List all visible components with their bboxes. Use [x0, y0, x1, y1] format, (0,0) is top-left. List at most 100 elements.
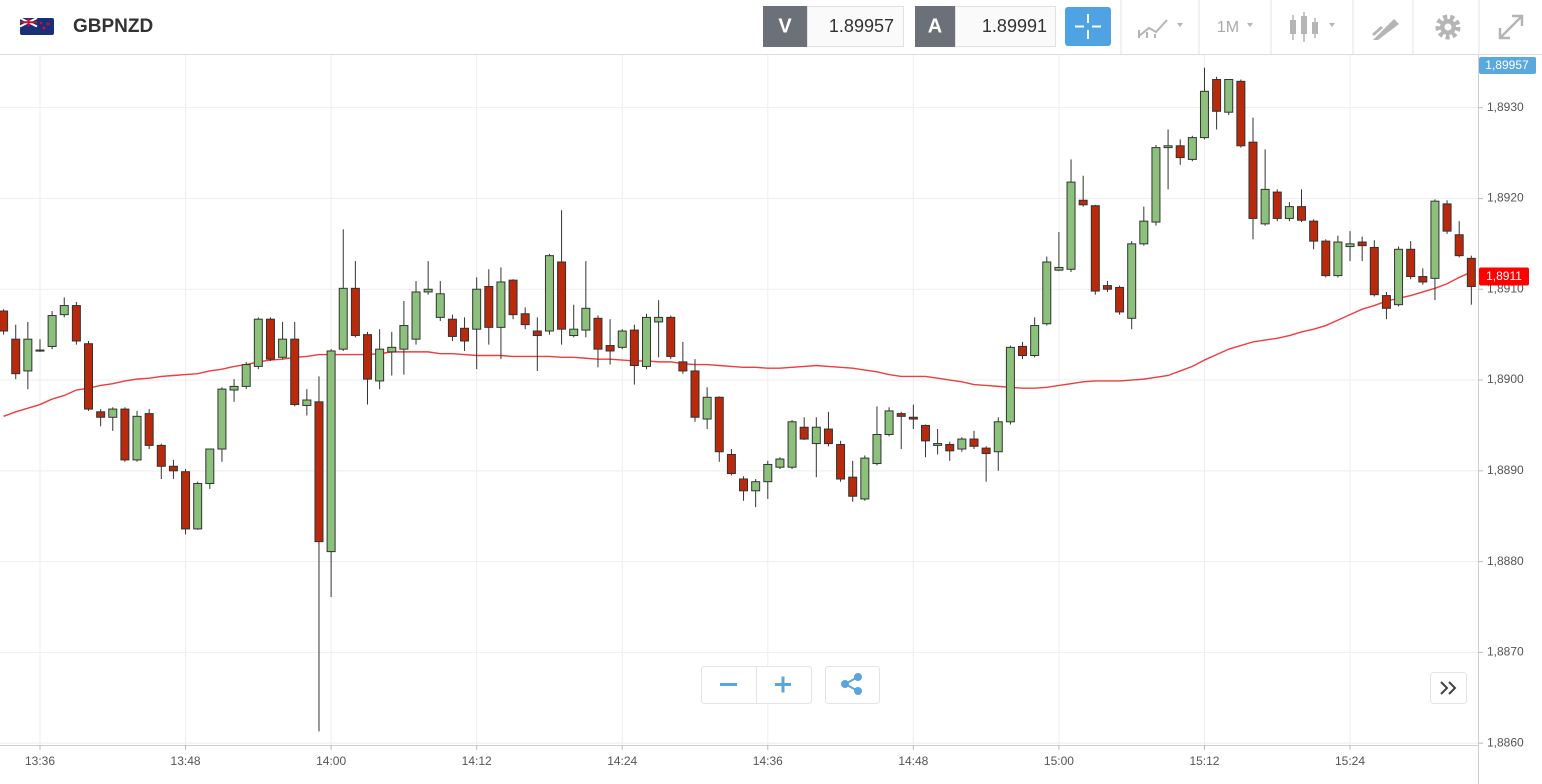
x-tick-label: 14:00: [316, 754, 346, 768]
candle-body: [1309, 220, 1319, 242]
zoom-in-button[interactable]: [775, 676, 791, 693]
candle-body: [872, 434, 882, 465]
candle-body: [1418, 276, 1428, 283]
y-tick-label: 1,8880: [1487, 554, 1524, 568]
candle-body: [896, 413, 906, 417]
bid-tag: 1,89957: [1485, 58, 1529, 72]
scroll-end-button[interactable]: [1430, 672, 1467, 704]
candle-body: [47, 315, 57, 347]
candle-body: [751, 481, 761, 492]
x-tick-label: 14:36: [753, 754, 783, 768]
candle-body: [0, 310, 9, 332]
candle-body: [702, 396, 712, 420]
candle-body: [726, 453, 736, 475]
candle-body: [617, 330, 627, 348]
candle-body: [181, 471, 191, 530]
candle-body: [811, 426, 821, 445]
candle-body: [1333, 241, 1343, 277]
candle-body: [1406, 248, 1416, 278]
candle-body: [799, 426, 809, 440]
x-tick-label: 13:36: [25, 754, 55, 768]
candle-body: [1260, 188, 1270, 225]
candle-body: [326, 350, 336, 553]
candle-body: [945, 443, 955, 452]
candle-body: [71, 305, 81, 342]
candle-body: [569, 328, 579, 337]
candle-body: [629, 329, 639, 366]
share-button[interactable]: [825, 666, 880, 704]
x-tick-label: 14:24: [607, 754, 637, 768]
bid-label-box: [763, 6, 807, 47]
candle-body: [387, 346, 397, 353]
candle-body: [544, 255, 554, 332]
candle-body: [1175, 145, 1185, 159]
candle-body: [557, 261, 567, 330]
timeframe[interactable]: 1M: [1217, 19, 1239, 36]
grid: [0, 55, 1478, 745]
candle-body: [532, 330, 542, 337]
candle-body: [423, 288, 433, 293]
indicator-button[interactable]: [1138, 19, 1183, 38]
candle-body: [1054, 266, 1064, 271]
candle-body: [59, 305, 69, 316]
candle-body: [1345, 243, 1355, 248]
candle-body: [435, 293, 445, 318]
candle-body: [508, 279, 518, 316]
bid-label: V: [778, 15, 792, 37]
ask-label-box: [915, 6, 955, 47]
candle-body: [1236, 80, 1246, 147]
x-tick-label: 13:48: [171, 754, 201, 768]
candle-body: [314, 401, 324, 543]
y-tick-label: 1,8860: [1487, 735, 1524, 749]
candle-body: [1187, 137, 1197, 160]
candle-body: [993, 421, 1003, 453]
x-tick-label: 14:12: [462, 754, 492, 768]
candle-body: [860, 457, 870, 500]
candle-body: [775, 458, 785, 468]
x-tick-label: 15:00: [1044, 754, 1074, 768]
candle-body: [144, 413, 154, 446]
draw-button[interactable]: [1372, 19, 1399, 40]
candle-body: [1066, 181, 1076, 270]
chart-type-button[interactable]: [1290, 12, 1335, 42]
candle-body: [1454, 234, 1464, 257]
candle-body: [920, 424, 930, 442]
crosshair-button[interactable]: [1065, 7, 1111, 46]
candle-body: [229, 385, 239, 391]
x-tick-label: 15:24: [1335, 754, 1365, 768]
last-price-label: 1,8911: [1486, 269, 1522, 283]
candle-body: [1297, 206, 1307, 221]
candle-body: [641, 316, 651, 367]
fullscreen-button[interactable]: [1498, 14, 1524, 40]
candle-body: [363, 334, 372, 380]
candle-body: [1466, 257, 1476, 288]
candle-body: [957, 438, 967, 450]
candle-body: [1212, 79, 1222, 112]
settings-button[interactable]: [1435, 14, 1461, 40]
candle-body: [11, 338, 21, 375]
zoom-controls: [701, 666, 812, 704]
candle-body: [1115, 286, 1125, 313]
candle-body: [120, 408, 130, 461]
candle-body: [763, 463, 773, 483]
candle-body: [823, 428, 833, 445]
candle-body: [605, 345, 615, 352]
candle-body: [132, 415, 142, 461]
candle-body: [1381, 295, 1391, 309]
candle-body: [1151, 147, 1161, 223]
bid-tag-box: [1479, 57, 1536, 74]
candle-body: [1442, 203, 1452, 232]
y-tick-label: 1,8870: [1487, 645, 1524, 659]
candle-body: [265, 318, 275, 360]
ask-label: A: [928, 15, 942, 37]
candle-body: [302, 399, 312, 406]
candle-body: [496, 281, 506, 328]
candle-body: [654, 316, 664, 323]
ask-box: [955, 6, 1056, 47]
candle-body: [411, 291, 421, 340]
candle-body: [1102, 285, 1112, 290]
x-tick-label: 14:48: [898, 754, 928, 768]
candle-body: [108, 408, 118, 418]
y-tick-label: 1,8900: [1487, 372, 1524, 386]
